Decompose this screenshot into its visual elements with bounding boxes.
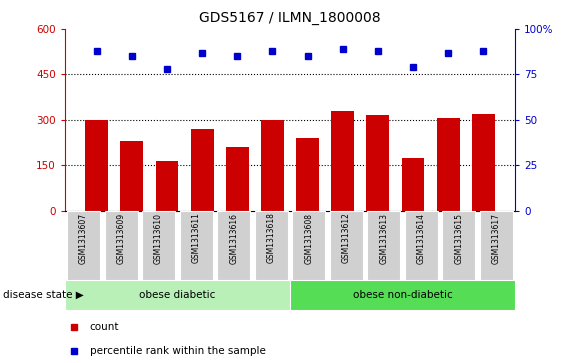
Text: GSM1313615: GSM1313615 [454,213,463,264]
Bar [180,211,213,280]
Title: GDS5167 / ILMN_1800008: GDS5167 / ILMN_1800008 [199,11,381,25]
Bar [120,141,143,211]
Bar [67,211,100,280]
Bar [437,118,459,211]
Text: GSM1313607: GSM1313607 [79,213,88,264]
Bar [443,211,475,280]
Bar [261,120,284,211]
Text: obese non-diabetic: obese non-diabetic [352,290,453,300]
Bar [296,138,319,211]
Bar [290,280,515,310]
Text: GSM1313609: GSM1313609 [117,213,126,264]
Bar [65,280,290,310]
Bar [105,211,137,280]
Bar [330,211,363,280]
Bar [472,114,495,211]
Bar [226,147,249,211]
Bar [480,211,513,280]
Bar [142,211,175,280]
Text: GSM1313613: GSM1313613 [379,213,388,264]
Text: GSM1313618: GSM1313618 [267,213,276,264]
Bar [367,115,389,211]
Text: obese diabetic: obese diabetic [139,290,216,300]
Bar [331,111,354,211]
Bar [367,211,400,280]
Text: GSM1313617: GSM1313617 [492,213,501,264]
Text: GSM1313612: GSM1313612 [342,213,351,264]
Bar [85,120,108,211]
Bar [401,158,425,211]
Bar [191,129,213,211]
Text: GSM1313616: GSM1313616 [229,213,238,264]
Text: percentile rank within the sample: percentile rank within the sample [90,346,265,356]
Text: GSM1313610: GSM1313610 [154,213,163,264]
Text: GSM1313608: GSM1313608 [304,213,313,264]
Bar [292,211,325,280]
Text: count: count [90,322,119,332]
Bar [217,211,250,280]
Bar [155,160,178,211]
Text: disease state ▶: disease state ▶ [3,290,83,300]
Bar [405,211,438,280]
Text: GSM1313611: GSM1313611 [191,213,200,264]
Text: GSM1313614: GSM1313614 [417,213,426,264]
Bar [254,211,288,280]
